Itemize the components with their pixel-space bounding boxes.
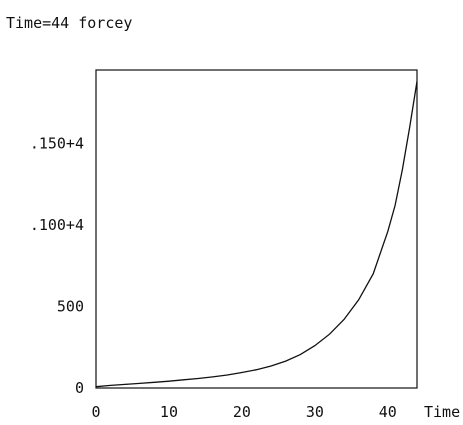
y-tick-label: .150+4 — [30, 134, 84, 152]
plot-frame — [95, 69, 418, 389]
x-tick-label: 20 — [233, 403, 251, 421]
x-tick-label: 10 — [160, 403, 178, 421]
chart-title: Time=44 forcey — [6, 14, 132, 32]
x-tick-label: 0 — [91, 403, 100, 421]
y-tick-label: 500 — [57, 297, 84, 315]
y-tick-labels: 0 500 .100+4 .150+4 — [30, 134, 84, 397]
series-lines — [95, 81, 418, 388]
x-axis-label: Time — [424, 403, 460, 421]
y-tick-label: .100+4 — [30, 216, 84, 234]
x-tick-labels: 0 10 20 30 40 — [91, 403, 396, 421]
x-tick-label: 40 — [379, 403, 397, 421]
series-line — [95, 81, 418, 388]
y-tick-label: 0 — [75, 379, 84, 397]
x-tick-label: 30 — [306, 403, 324, 421]
